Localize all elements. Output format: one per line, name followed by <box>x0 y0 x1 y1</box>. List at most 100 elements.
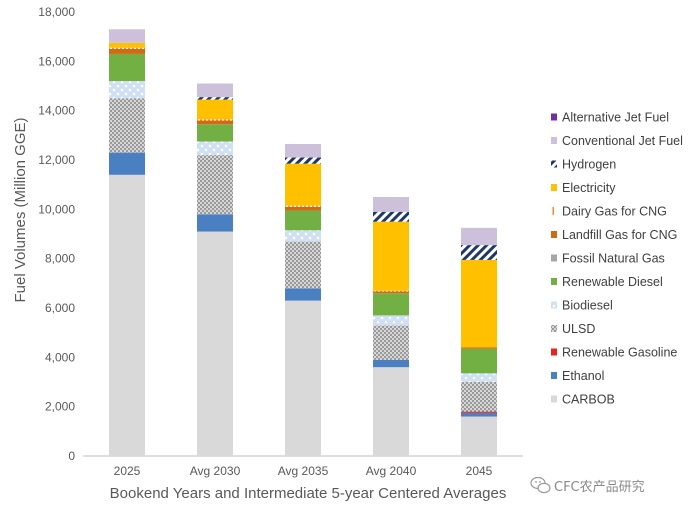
legend-item-electricity: Electricity <box>551 181 616 195</box>
bar-segment-ethanol <box>285 288 321 301</box>
bar-segment-ethanol <box>197 214 233 232</box>
bar-segment-conventional-jet-fuel <box>373 197 409 212</box>
bar-segment-hydrogen <box>461 245 497 260</box>
bar-segment-electricity <box>373 221 409 291</box>
bar-stacks <box>109 29 497 457</box>
watermark: CFC农产品研究 <box>530 476 645 495</box>
x-axis-title: Bookend Years and Intermediate 5-year Ce… <box>110 485 507 502</box>
legend-label: Hydrogen <box>562 158 616 172</box>
legend-label: Electricity <box>562 181 616 195</box>
x-tick-label: 2045 <box>466 464 493 478</box>
y-tick-label: 8,000 <box>45 252 75 266</box>
legend-swatch <box>551 395 557 403</box>
watermark-text: CFC农产品研究 <box>554 480 645 495</box>
bar-segment-renewable-diesel <box>461 348 497 374</box>
bar-segment-electricity <box>461 259 497 348</box>
bar-stack-2045 <box>461 227 497 456</box>
legend-label: CARBOB <box>562 393 615 407</box>
legend-item-dairy-gas-for-cng: Dairy Gas for CNG <box>552 205 667 219</box>
bar-segment-ulsd <box>285 241 321 289</box>
legend-swatch <box>551 137 557 144</box>
bar-segment-ethanol <box>109 152 145 175</box>
legend-label: Renewable Diesel <box>562 275 663 289</box>
bar-segment-ulsd <box>373 325 409 360</box>
bar-stack-avg-2030 <box>197 83 233 456</box>
legend-label: Biodiesel <box>562 299 613 313</box>
legend-label: Conventional Jet Fuel <box>562 134 683 148</box>
bar-segment-conventional-jet-fuel <box>461 227 497 246</box>
bar-segment-dairy-gas-for-cng <box>285 205 321 207</box>
y-tick-label: 10,000 <box>38 202 75 216</box>
bar-segment-carbob <box>461 416 497 456</box>
bar-stack-avg-2035 <box>285 143 321 456</box>
legend-item-landfill-gas-for-cng: Landfill Gas for CNG <box>551 228 677 242</box>
bar-segment-renewable-diesel <box>373 293 409 316</box>
y-tick-label: 14,000 <box>38 104 75 118</box>
bar-segment-landfill-gas-for-cng <box>461 347 497 349</box>
legend-swatch <box>551 231 557 238</box>
bar-segment-renewable-gasoline <box>461 411 497 413</box>
bar-segment-biodiesel <box>373 315 409 326</box>
x-axis-ticks: 2025 Avg 2030 Avg 2035 Avg 2040 2045 <box>114 464 493 478</box>
bar-segment-landfill-gas-for-cng <box>373 291 409 294</box>
bar-segment-electricity <box>197 99 233 120</box>
bar-segment-biodiesel <box>285 230 321 242</box>
bar-segment-carbob <box>109 174 145 457</box>
legend-swatch <box>551 278 557 285</box>
y-axis-title: Fuel Volumes (Million GGE) <box>12 117 29 302</box>
legend-swatch <box>552 207 556 215</box>
bar-stack-2025 <box>109 29 145 457</box>
bar-segment-dairy-gas-for-cng <box>373 290 409 292</box>
legend-label: Ethanol <box>562 369 604 383</box>
bar-segment-biodiesel <box>197 141 233 156</box>
legend-item-renewable-diesel: Renewable Diesel <box>551 275 663 289</box>
legend-label: ULSD <box>562 322 595 336</box>
bar-segment-conventional-jet-fuel <box>285 143 321 158</box>
bar-segment-conventional-jet-fuel <box>109 29 145 43</box>
bar-segment-landfill-gas-for-cng <box>109 49 145 54</box>
bar-segment-ethanol <box>461 412 497 417</box>
bar-segment-ethanol <box>373 359 409 368</box>
legend-item-biodiesel: Biodiesel <box>551 299 613 313</box>
legend-swatch <box>551 184 557 191</box>
bar-segment-landfill-gas-for-cng <box>285 206 321 211</box>
y-tick-label: 0 <box>68 449 75 463</box>
y-tick-label: 6,000 <box>45 301 75 315</box>
legend-swatch <box>551 301 557 309</box>
bar-segment-carbob <box>373 367 409 456</box>
bar-segment-renewable-diesel <box>285 210 321 231</box>
x-tick-label: 2025 <box>114 464 141 478</box>
legend-item-ethanol: Ethanol <box>551 369 604 383</box>
y-tick-label: 2,000 <box>45 400 75 414</box>
legend-swatch <box>551 160 557 168</box>
bar-segment-renewable-diesel <box>197 124 233 142</box>
legend-swatch <box>551 348 557 356</box>
legend-label: Renewable Gasoline <box>562 346 677 360</box>
bar-segment-biodiesel <box>109 81 145 99</box>
legend-item-alternative-jet-fuel: Alternative Jet Fuel <box>551 111 669 125</box>
legend: Alternative Jet Fuel Conventional Jet Fue… <box>551 111 683 407</box>
bar-segment-ulsd <box>197 155 233 215</box>
legend-swatch <box>551 325 557 332</box>
bar-segment-hydrogen <box>373 211 409 222</box>
bar-segment-carbob <box>285 300 321 456</box>
legend-item-fossil-natural-gas: Fossil Natural Gas <box>551 252 665 266</box>
bar-segment-conventional-jet-fuel <box>197 83 233 98</box>
legend-swatch <box>551 254 557 262</box>
x-tick-label: Avg 2040 <box>366 464 417 478</box>
legend-item-conventional-jet-fuel: Conventional Jet Fuel <box>551 134 683 148</box>
legend-swatch <box>551 372 557 379</box>
bar-stack-avg-2040 <box>373 197 409 456</box>
legend-label: Dairy Gas for CNG <box>562 205 667 219</box>
y-tick-label: 4,000 <box>45 350 75 364</box>
bar-segment-biodiesel <box>461 373 497 382</box>
y-tick-label: 16,000 <box>38 54 75 68</box>
bar-segment-dairy-gas-for-cng <box>197 119 233 121</box>
bar-segment-renewable-diesel <box>109 53 145 82</box>
legend-label: Landfill Gas for CNG <box>562 228 677 242</box>
bar-segment-hydrogen <box>285 157 321 164</box>
bar-segment-electricity <box>285 163 321 206</box>
legend-item-carbob: CARBOB <box>551 393 615 407</box>
legend-swatch <box>551 113 557 121</box>
